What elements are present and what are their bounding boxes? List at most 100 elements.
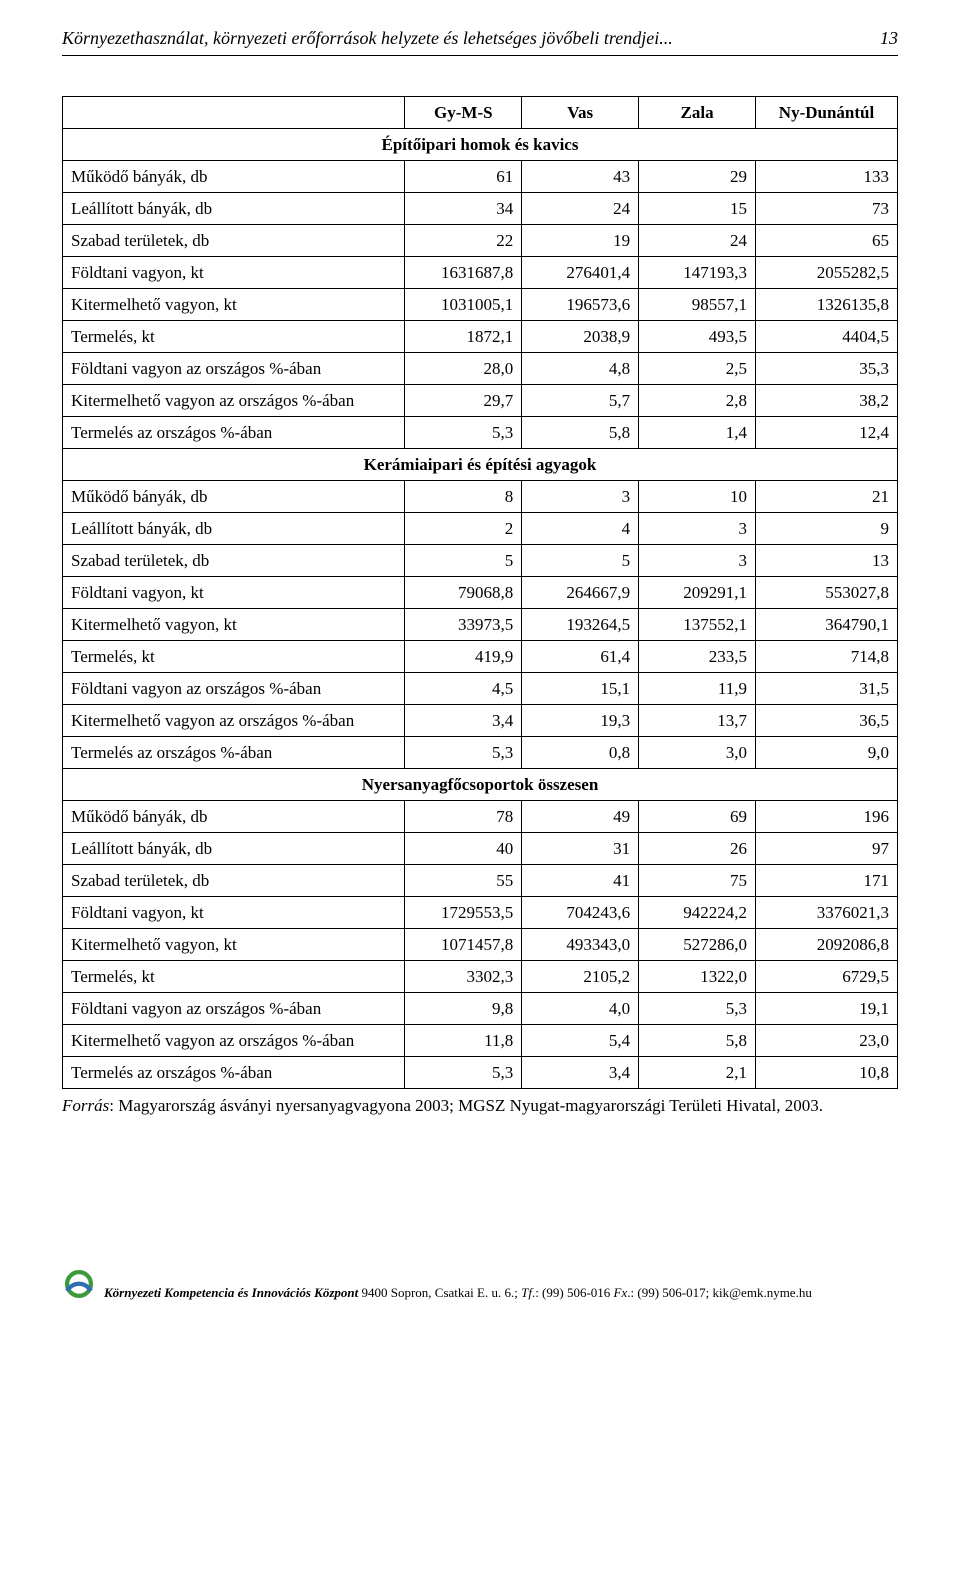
header-rule <box>62 55 898 56</box>
table-row-label: Termelés az országos %-ában <box>63 737 405 769</box>
table-cell: 38,2 <box>756 385 898 417</box>
table-row: Termelés az országos %-ában5,33,42,110,8 <box>63 1057 898 1089</box>
source-text: : Magyarország ásványi nyersanyagvagyona… <box>109 1096 823 1115</box>
table-col-header: Ny-Dunántúl <box>756 97 898 129</box>
table-row-label: Működő bányák, db <box>63 481 405 513</box>
table-cell: 5,7 <box>522 385 639 417</box>
table-cell: 209291,1 <box>639 577 756 609</box>
table-cell: 2055282,5 <box>756 257 898 289</box>
table-row-label: Termelés az országos %-ában <box>63 1057 405 1089</box>
footer-tf-label: Tf <box>521 1285 532 1300</box>
table-cell: 8 <box>405 481 522 513</box>
header-title: Környezethasználat, környezeti erőforrás… <box>62 28 673 49</box>
table-cell: 3,4 <box>522 1057 639 1089</box>
table-cell: 36,5 <box>756 705 898 737</box>
table-cell: 704243,6 <box>522 897 639 929</box>
table-row-label: Kitermelhető vagyon az országos %-ában <box>63 385 405 417</box>
table-section-row: Nyersanyagfőcsoportok összesen <box>63 769 898 801</box>
table-row: Működő bányák, db614329133 <box>63 161 898 193</box>
table-cell: 10 <box>639 481 756 513</box>
table-row-label: Kitermelhető vagyon, kt <box>63 609 405 641</box>
table-row: Kitermelhető vagyon az országos %-ában29… <box>63 385 898 417</box>
table-row-label: Szabad területek, db <box>63 225 405 257</box>
table-row: Kitermelhető vagyon az országos %-ában3,… <box>63 705 898 737</box>
table-cell: 97 <box>756 833 898 865</box>
table-cell: 13,7 <box>639 705 756 737</box>
table-row: Földtani vagyon az országos %-ában28,04,… <box>63 353 898 385</box>
table-cell: 33973,5 <box>405 609 522 641</box>
table-cell: 4404,5 <box>756 321 898 353</box>
table-cell: 73 <box>756 193 898 225</box>
table-cell: 1326135,8 <box>756 289 898 321</box>
table-row-label: Földtani vagyon, kt <box>63 897 405 929</box>
table-row-label: Földtani vagyon az országos %-ában <box>63 993 405 1025</box>
footer-fx: .: (99) 506-017; kik@emk.nyme.hu <box>627 1285 812 1300</box>
table-col-header <box>63 97 405 129</box>
table-section-title: Kerámiaipari és építési agyagok <box>63 449 898 481</box>
table-col-header: Zala <box>639 97 756 129</box>
table-cell: 29,7 <box>405 385 522 417</box>
table-cell: 2,1 <box>639 1057 756 1089</box>
table-row-label: Termelés az országos %-ában <box>63 417 405 449</box>
table-row: Földtani vagyon az országos %-ában4,515,… <box>63 673 898 705</box>
table-cell: 43 <box>522 161 639 193</box>
table-cell: 264667,9 <box>522 577 639 609</box>
table-cell: 2092086,8 <box>756 929 898 961</box>
table-cell: 3 <box>639 545 756 577</box>
table-row: Működő bányák, db784969196 <box>63 801 898 833</box>
table-row: Termelés az országos %-ában5,35,81,412,4 <box>63 417 898 449</box>
table-cell: 3 <box>639 513 756 545</box>
table-cell: 15,1 <box>522 673 639 705</box>
table-cell: 1071457,8 <box>405 929 522 961</box>
table-cell: 13 <box>756 545 898 577</box>
table-cell: 6729,5 <box>756 961 898 993</box>
table-cell: 35,3 <box>756 353 898 385</box>
table-cell: 61,4 <box>522 641 639 673</box>
table-cell: 4,5 <box>405 673 522 705</box>
table-row: Kitermelhető vagyon, kt1071457,8493343,0… <box>63 929 898 961</box>
table-cell: 1322,0 <box>639 961 756 993</box>
table-row: Szabad területek, db554175171 <box>63 865 898 897</box>
table-row: Termelés, kt419,961,4233,5714,8 <box>63 641 898 673</box>
table-cell: 5 <box>405 545 522 577</box>
table-row-label: Termelés, kt <box>63 321 405 353</box>
table-row-label: Földtani vagyon az országos %-ában <box>63 673 405 705</box>
table-row: Termelés, kt3302,32105,21322,06729,5 <box>63 961 898 993</box>
table-cell: 19,1 <box>756 993 898 1025</box>
table-cell: 55 <box>405 865 522 897</box>
table-cell: 553027,8 <box>756 577 898 609</box>
table-cell: 28,0 <box>405 353 522 385</box>
table-row-label: Szabad területek, db <box>63 865 405 897</box>
table-cell: 2105,2 <box>522 961 639 993</box>
table-cell: 41 <box>522 865 639 897</box>
table-cell: 12,4 <box>756 417 898 449</box>
table-row: Szabad területek, db55313 <box>63 545 898 577</box>
table-cell: 31 <box>522 833 639 865</box>
table-cell: 714,8 <box>756 641 898 673</box>
table-cell: 2038,9 <box>522 321 639 353</box>
table-cell: 26 <box>639 833 756 865</box>
table-cell: 9,0 <box>756 737 898 769</box>
table-row-label: Földtani vagyon, kt <box>63 257 405 289</box>
table-cell: 15 <box>639 193 756 225</box>
table-cell: 2,5 <box>639 353 756 385</box>
table-row-label: Földtani vagyon az országos %-ában <box>63 353 405 385</box>
page-header: Környezethasználat, környezeti erőforrás… <box>62 28 898 49</box>
table-row-label: Leállított bányák, db <box>63 513 405 545</box>
footer-org: Környezeti Kompetencia és Innovációs Köz… <box>104 1285 358 1300</box>
table-cell: 23,0 <box>756 1025 898 1057</box>
table-row: Kitermelhető vagyon, kt1031005,1196573,6… <box>63 289 898 321</box>
table-cell: 147193,3 <box>639 257 756 289</box>
table-cell: 11,9 <box>639 673 756 705</box>
footer-tf: .: (99) 506-016 <box>532 1285 614 1300</box>
table-col-header: Vas <box>522 97 639 129</box>
table-row-label: Leállított bányák, db <box>63 193 405 225</box>
table-cell: 75 <box>639 865 756 897</box>
table-cell: 29 <box>639 161 756 193</box>
table-row: Földtani vagyon, kt79068,8264667,9209291… <box>63 577 898 609</box>
table-cell: 233,5 <box>639 641 756 673</box>
table-row: Földtani vagyon, kt1631687,8276401,41471… <box>63 257 898 289</box>
table-cell: 9 <box>756 513 898 545</box>
table-cell: 133 <box>756 161 898 193</box>
table-cell: 61 <box>405 161 522 193</box>
